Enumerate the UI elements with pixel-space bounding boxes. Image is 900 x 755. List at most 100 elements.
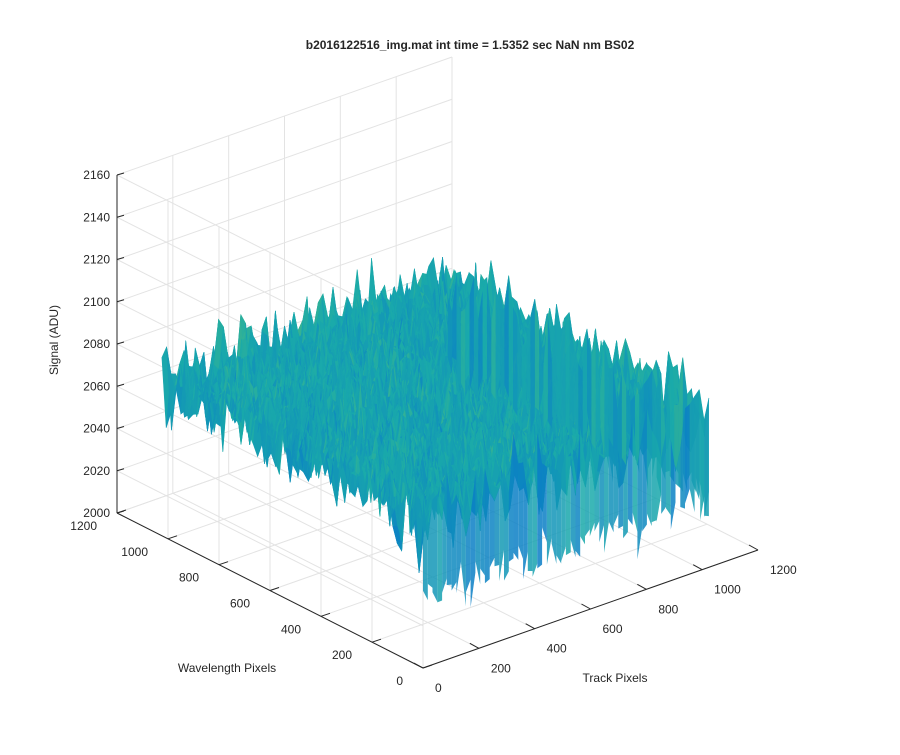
surface-skirt-front-left — [656, 438, 662, 522]
z-tick-label: 2000 — [83, 506, 110, 520]
wall-grid-line — [116, 225, 453, 345]
wall-grid-line — [116, 141, 453, 260]
surface-skirt-front-left — [456, 494, 462, 594]
surface-skirt-front-right — [508, 275, 513, 403]
wall-grid-line — [116, 98, 453, 218]
surface-skirt-front-right — [604, 345, 609, 469]
surface-skirt-front-right — [491, 287, 496, 400]
surface-skirt-front-left — [575, 426, 581, 557]
surface-skirt-front-left — [489, 492, 495, 568]
surface-skirt-front-right — [621, 371, 627, 466]
z-tick-label: 2140 — [83, 210, 110, 224]
surface-skirt-front-left — [599, 458, 604, 543]
surface-skirt-front-right — [500, 308, 505, 407]
surface-skirt-front-right — [613, 368, 618, 469]
surface-skirt-front-right — [587, 328, 592, 441]
x-tick-label: 1000 — [714, 583, 741, 597]
surface-skirt-front-left — [604, 438, 609, 553]
chart-title: b2016122516_img.mat int time = 1.5352 se… — [306, 38, 635, 52]
y-tick — [218, 561, 229, 566]
z-tick — [116, 172, 125, 176]
z-tick-label: 2060 — [83, 379, 110, 393]
surface-skirt-front-left — [451, 494, 457, 591]
surface-skirt-front-right — [486, 277, 492, 386]
surface-skirt-front-right — [547, 313, 553, 430]
surface-skirt-front-left — [465, 514, 471, 593]
x-tick-label: 0 — [435, 681, 442, 695]
surface-skirt-front-left — [475, 474, 481, 585]
floor-grid-line — [371, 523, 708, 643]
surface-skirt-front-left — [546, 466, 552, 565]
z-tick-label: 2020 — [83, 464, 110, 478]
x-tick-label: 600 — [603, 622, 623, 636]
surface-skirt-front-right — [521, 341, 527, 407]
surface-skirt-front-right — [617, 371, 622, 475]
surface-skirt-front-left — [580, 426, 585, 545]
x-tick — [637, 583, 647, 590]
surface-skirt-front-left — [618, 451, 624, 529]
x-axis-label: Track Pixels — [583, 671, 648, 685]
surface-skirt-front-left — [565, 447, 571, 556]
surface-skirt-front-right — [565, 317, 570, 437]
surface-skirt-front-right — [469, 276, 474, 392]
surface-skirt-front-left — [513, 432, 519, 560]
surface-skirt-front-left — [675, 448, 681, 489]
wall-grid-line — [116, 428, 424, 584]
z-tick-label: 2040 — [83, 422, 110, 436]
surface-skirt-front-right — [465, 295, 470, 381]
surface-skirt-front-left — [646, 408, 652, 527]
z-tick-label: 2100 — [83, 295, 110, 309]
surface-skirt-front-left — [570, 463, 576, 558]
surface-skirt-front-right — [560, 324, 566, 427]
surface-skirt-front-right — [456, 273, 461, 388]
surface-skirt-front-right — [534, 299, 540, 411]
z-tick — [116, 426, 125, 429]
z-tick — [116, 341, 125, 345]
surface-skirt-front-left — [484, 468, 490, 584]
y-tick-label: 400 — [281, 622, 301, 636]
y-tick — [269, 587, 280, 591]
surface-skirt-front-right — [569, 317, 574, 450]
wall-grid-line — [116, 470, 424, 627]
surface-skirt-front-left — [608, 438, 614, 533]
surface-skirt-front-left — [685, 403, 690, 504]
surface-skirt-front-left — [623, 456, 628, 539]
z-tick-label: 2160 — [83, 168, 110, 182]
surface-skirt-front-left — [537, 432, 543, 569]
surface-skirt-front-right — [478, 290, 483, 392]
surface-skirt-front-left — [561, 447, 566, 562]
surface-skirt-front-right — [495, 287, 500, 396]
x-tick — [581, 603, 591, 610]
x-tick-label: 200 — [491, 661, 511, 675]
z-tick — [116, 257, 125, 260]
x-tick — [469, 642, 480, 649]
surface-skirt-front-right — [574, 345, 579, 433]
surface-skirt-front-left — [437, 494, 443, 603]
surface-skirt-front-right — [447, 296, 453, 375]
surface-skirt-front-left — [480, 468, 485, 576]
y-tick — [320, 612, 331, 617]
surface-skirt-front-right — [556, 304, 561, 434]
surface-skirt-front-right — [595, 328, 601, 441]
wall-grid-line — [116, 183, 453, 303]
z-tick — [116, 299, 125, 303]
surface-skirt-front-right — [513, 306, 518, 417]
surface-skirt-front-right — [582, 328, 587, 437]
axes-layer: 2000202020402060208021002120214021600200… — [70, 168, 797, 695]
surface-skirt-front-right — [539, 328, 544, 413]
y-tick — [371, 638, 382, 643]
surface-skirt-front-left — [504, 470, 509, 581]
surface-skirt-front-left — [542, 463, 547, 543]
surface-skirt-front-right — [452, 273, 457, 361]
surface-layer — [161, 256, 710, 608]
surface-skirt-front-left — [442, 471, 447, 593]
z-tick — [116, 383, 125, 387]
surface-skirt-front-left — [632, 418, 638, 532]
surface-skirt-front-right — [482, 277, 487, 381]
x-tick — [413, 662, 424, 669]
surface-skirt-front-left — [494, 488, 500, 567]
surface-skirt-front-right — [460, 308, 466, 393]
surface-skirt-front-left — [651, 430, 657, 523]
surface-skirt-front-left — [432, 494, 438, 602]
